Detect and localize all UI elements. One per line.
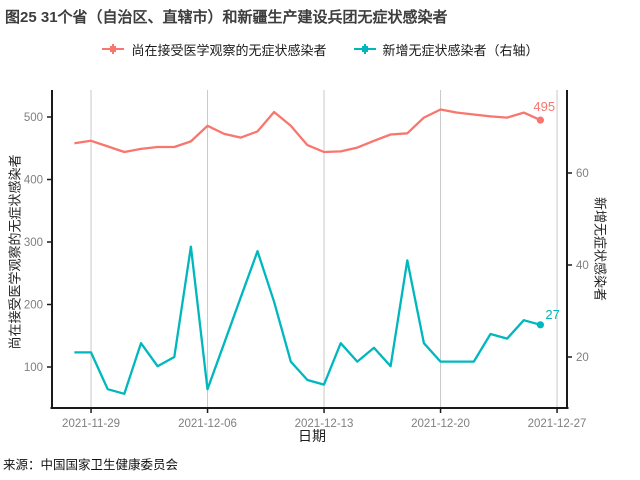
left-axis-tick-label: 300	[24, 237, 43, 249]
right-axis-tick-label: 20	[576, 352, 589, 364]
x-axis-tick-label: 2021-12-27	[528, 418, 587, 430]
source-attribution: 来源：中国国家卫生健康委员会	[3, 458, 179, 472]
teal-end-marker	[536, 321, 545, 329]
legend-label: 新增无症状感染者（右轴）	[382, 42, 539, 58]
red-end-value-label: 495	[533, 99, 555, 114]
red-line-marker-icon	[101, 42, 125, 56]
legend-label: 尚在接受医学观察的无症状感染者	[131, 42, 327, 58]
x-axis-tick-label: 2021-12-06	[178, 418, 237, 430]
left-axis-tick-label: 400	[24, 175, 43, 187]
right-axis-title: 新增无症状感染者	[592, 196, 608, 302]
legend-item-under-observation: 尚在接受医学观察的无症状感染者	[101, 40, 327, 59]
teal-line-marker-icon	[353, 42, 377, 56]
legend-item-new-cases: 新增无症状感染者（右轴）	[353, 40, 539, 59]
chart-title: 图25 31个省（自治区、直辖市）和新疆生产建设兵团无症状感染者	[5, 9, 448, 26]
left-axis-tick-label: 200	[24, 300, 43, 312]
right-axis-tick-label: 40	[576, 260, 589, 272]
right-axis-tick-label: 60	[576, 168, 589, 180]
left-axis-tick-label: 500	[24, 112, 43, 124]
teal-end-value-label: 27	[545, 307, 559, 322]
left-axis-title: 尚在接受医学观察的无症状感染者	[7, 154, 23, 350]
red-end-marker	[536, 116, 545, 124]
x-axis-tick-label: 2021-12-20	[411, 418, 470, 430]
legend: 尚在接受医学观察的无症状感染者 新增无症状感染者（右轴）	[0, 39, 640, 59]
x-axis-tick-label: 2021-12-13	[295, 418, 354, 430]
x-axis-title: 日期	[298, 428, 326, 444]
red-series-line	[74, 108, 541, 154]
left-axis-tick-label: 100	[24, 362, 43, 374]
teal-series-line	[74, 245, 541, 395]
x-axis-tick-label: 2021-11-29	[62, 418, 120, 430]
